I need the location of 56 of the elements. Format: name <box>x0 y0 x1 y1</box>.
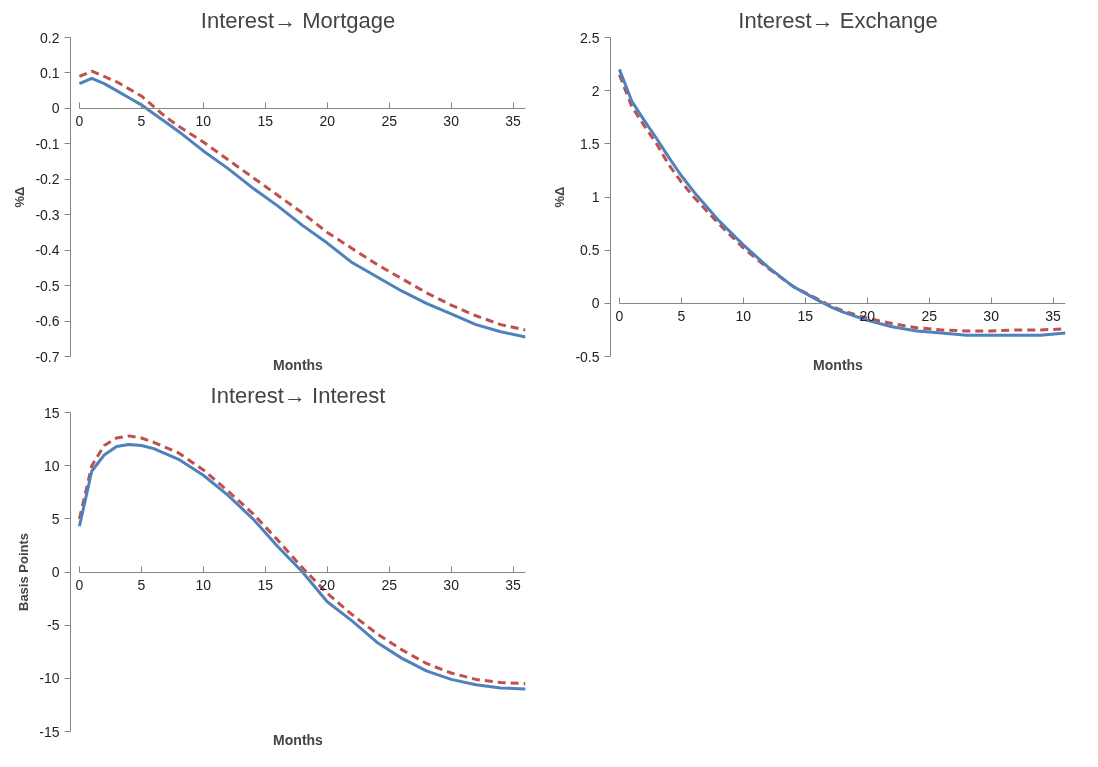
x-tick-label: 25 <box>381 113 398 130</box>
y-tick-label: -0.4 <box>35 242 60 259</box>
y-tick-label: 0 <box>51 564 60 580</box>
y-tick-label: 0 <box>51 100 60 117</box>
x-tick-label: 25 <box>921 308 938 325</box>
x-axis-title: Months <box>813 356 864 373</box>
x-axis-title: Months <box>273 731 324 748</box>
y-tick-label: -0.5 <box>35 277 60 294</box>
y-axis-title: %Δ <box>552 186 568 208</box>
y-tick-label: -0.1 <box>35 135 60 152</box>
y-tick-label: 5 <box>51 510 60 527</box>
x-tick-label: 20 <box>319 577 336 593</box>
x-tick-label: 35 <box>505 113 522 130</box>
x-tick-label: 20 <box>319 113 336 130</box>
x-tick-label: 0 <box>615 308 624 325</box>
x-tick-label: 15 <box>797 308 814 325</box>
x-tick-label: 30 <box>443 577 460 593</box>
x-tick-label: 10 <box>195 113 212 130</box>
x-axis-title: Months <box>273 356 324 373</box>
x-tick-label: 5 <box>137 113 146 130</box>
x-tick-label: 0 <box>75 577 84 593</box>
y-tick-label: -0.5 <box>575 348 600 365</box>
x-tick-label: 30 <box>443 113 460 130</box>
x-tick-label: 30 <box>983 308 1000 325</box>
y-tick-label: -15 <box>39 723 60 740</box>
y-tick-label: -0.6 <box>35 313 60 330</box>
y-tick-label: 0.1 <box>40 64 60 81</box>
chart-title: Interest→ Interest <box>210 382 386 408</box>
y-tick-label: -0.2 <box>35 171 60 188</box>
y-axis-title: %Δ <box>12 186 28 208</box>
x-tick-label: 35 <box>505 577 522 593</box>
x-tick-label: 0 <box>75 113 84 130</box>
chart-title: Interest→ Mortgage <box>200 7 396 33</box>
x-tick-label: 5 <box>137 577 146 593</box>
x-tick-label: 35 <box>1045 308 1062 325</box>
x-tick-label: 25 <box>381 577 398 593</box>
y-tick-label: 2.5 <box>580 29 600 46</box>
x-tick-label: 5 <box>677 308 686 325</box>
y-tick-label: 10 <box>43 457 60 474</box>
y-tick-label: 1.5 <box>580 135 600 152</box>
y-tick-label: 2 <box>591 82 600 99</box>
x-tick-label: 15 <box>257 113 274 130</box>
x-tick-label: 15 <box>257 577 274 593</box>
y-tick-label: 0.2 <box>40 29 60 46</box>
y-tick-label: 0.5 <box>580 242 600 259</box>
y-tick-label: -5 <box>47 617 60 634</box>
x-tick-label: 10 <box>195 577 212 593</box>
y-tick-label: -0.3 <box>35 206 60 223</box>
y-tick-label: -0.7 <box>35 348 60 365</box>
x-tick-label: 10 <box>735 308 752 325</box>
chart-title: Interest→ Exchange <box>738 7 938 33</box>
y-tick-label: 15 <box>43 404 60 421</box>
y-tick-label: -10 <box>39 670 60 687</box>
y-tick-label: 0 <box>591 295 600 312</box>
y-axis-title: Basis Points <box>16 532 32 612</box>
y-tick-label: 1 <box>591 189 600 205</box>
